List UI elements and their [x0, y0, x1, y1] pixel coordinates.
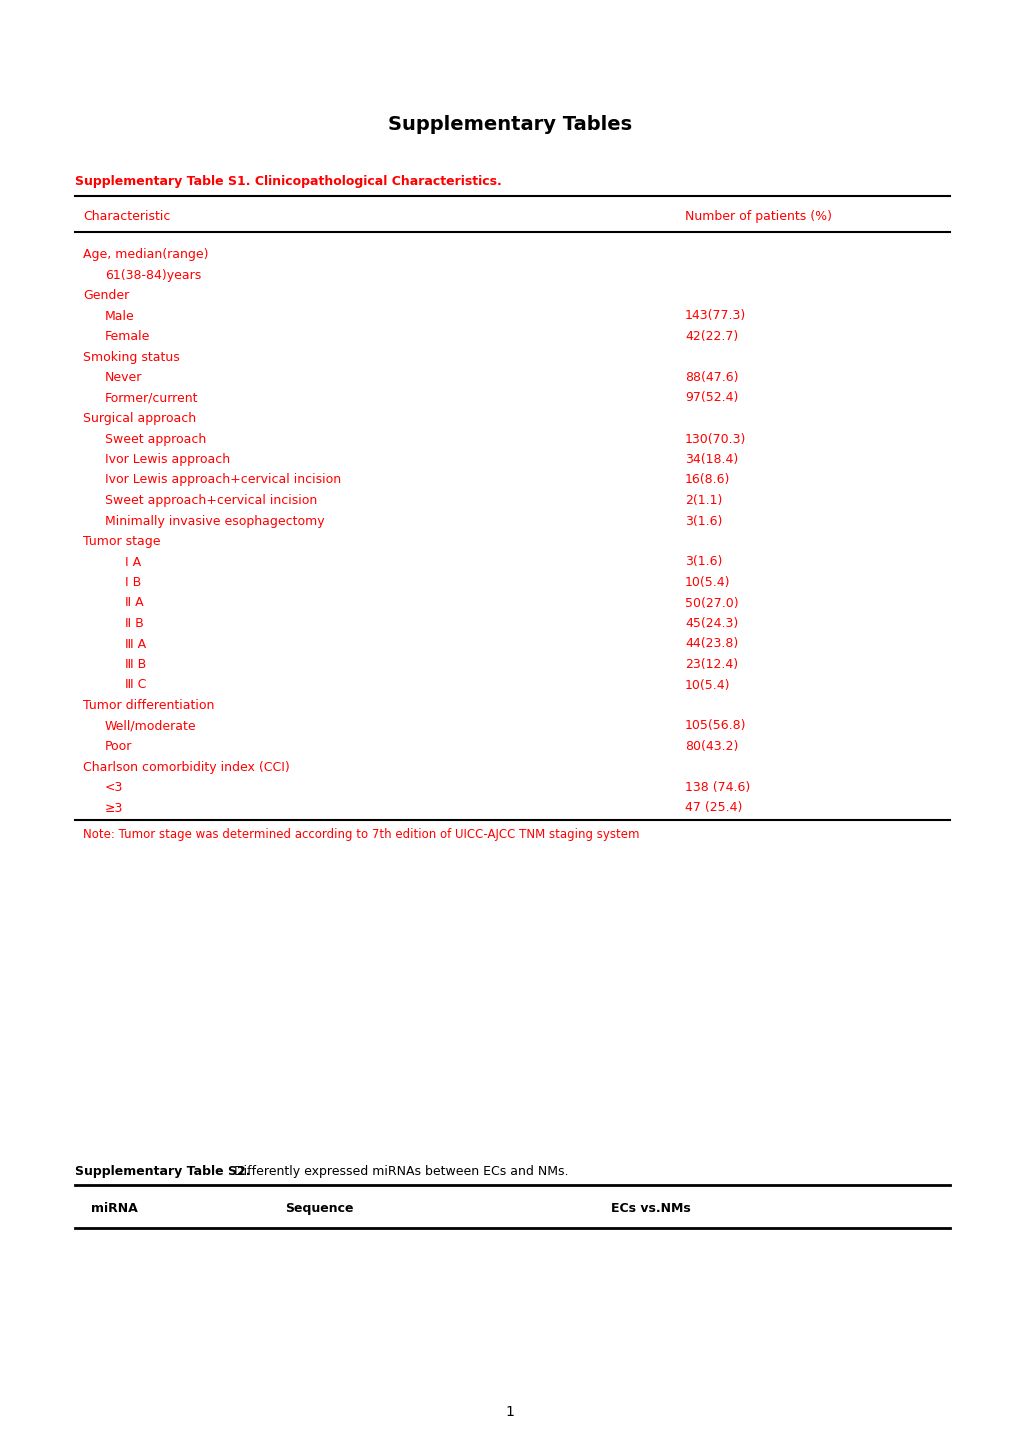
Text: Supplementary Tables: Supplementary Tables	[387, 115, 632, 134]
Text: Ⅰ A: Ⅰ A	[125, 556, 141, 569]
Text: 97(52.4): 97(52.4)	[685, 391, 738, 404]
Text: Ivor Lewis approach: Ivor Lewis approach	[105, 453, 230, 466]
Text: Characteristic: Characteristic	[83, 211, 170, 224]
Text: 50(27.0): 50(27.0)	[685, 596, 738, 609]
Text: 88(47.6): 88(47.6)	[685, 371, 738, 384]
Text: Sweet approach+cervical incision: Sweet approach+cervical incision	[105, 494, 317, 506]
Text: 45(24.3): 45(24.3)	[685, 618, 738, 631]
Text: 143(77.3): 143(77.3)	[685, 309, 746, 322]
Text: 47 (25.4): 47 (25.4)	[685, 801, 742, 814]
Text: 16(8.6): 16(8.6)	[685, 473, 730, 486]
Text: Gender: Gender	[83, 289, 129, 302]
Text: Differently expressed miRNAs between ECs and NMs.: Differently expressed miRNAs between ECs…	[229, 1165, 568, 1177]
Text: Sweet approach: Sweet approach	[105, 433, 206, 446]
Text: ≥3: ≥3	[105, 801, 123, 814]
Text: Charlson comorbidity index (CCI): Charlson comorbidity index (CCI)	[83, 760, 289, 773]
Text: Ⅲ C: Ⅲ C	[125, 678, 147, 691]
Text: Ⅲ B: Ⅲ B	[125, 658, 146, 671]
Text: Ⅱ A: Ⅱ A	[125, 596, 144, 609]
Text: 3(1.6): 3(1.6)	[685, 556, 721, 569]
Text: Age, median(range): Age, median(range)	[83, 248, 208, 261]
Text: Tumor differentiation: Tumor differentiation	[83, 698, 214, 711]
Text: Surgical approach: Surgical approach	[83, 413, 196, 426]
Text: ECs vs.NMs: ECs vs.NMs	[610, 1202, 690, 1215]
Text: 80(43.2): 80(43.2)	[685, 740, 738, 753]
Text: Female: Female	[105, 330, 150, 343]
Text: Ⅱ B: Ⅱ B	[125, 618, 144, 631]
Text: Well/moderate: Well/moderate	[105, 720, 197, 733]
Text: 10(5.4): 10(5.4)	[685, 576, 730, 589]
Text: 42(22.7): 42(22.7)	[685, 330, 738, 343]
Text: <3: <3	[105, 781, 123, 794]
Text: 1: 1	[505, 1405, 514, 1418]
Text: Poor: Poor	[105, 740, 132, 753]
Text: Minimally invasive esophagectomy: Minimally invasive esophagectomy	[105, 515, 324, 528]
Text: 2(1.1): 2(1.1)	[685, 494, 721, 506]
Text: Ⅰ B: Ⅰ B	[125, 576, 141, 589]
Text: 23(12.4): 23(12.4)	[685, 658, 738, 671]
Text: Sequence: Sequence	[284, 1202, 354, 1215]
Text: Ivor Lewis approach+cervical incision: Ivor Lewis approach+cervical incision	[105, 473, 340, 486]
Text: 10(5.4): 10(5.4)	[685, 678, 730, 691]
Text: Note: Tumor stage was determined according to 7th edition of UICC-AJCC TNM stagi: Note: Tumor stage was determined accordi…	[83, 828, 639, 841]
Text: 138 (74.6): 138 (74.6)	[685, 781, 750, 794]
Text: Ⅲ A: Ⅲ A	[125, 638, 146, 651]
Text: 105(56.8): 105(56.8)	[685, 720, 746, 733]
Text: Male: Male	[105, 309, 135, 322]
Text: 44(23.8): 44(23.8)	[685, 638, 738, 651]
Text: 34(18.4): 34(18.4)	[685, 453, 738, 466]
Text: Supplementary Table S2.: Supplementary Table S2.	[75, 1165, 251, 1177]
Text: 61(38-84)years: 61(38-84)years	[105, 268, 201, 281]
Text: Number of patients (%): Number of patients (%)	[685, 211, 832, 224]
Text: 3(1.6): 3(1.6)	[685, 515, 721, 528]
Text: Never: Never	[105, 371, 143, 384]
Text: Tumor stage: Tumor stage	[83, 535, 160, 548]
Text: Supplementary Table S1. Clinicopathological Characteristics.: Supplementary Table S1. Clinicopathologi…	[75, 175, 501, 188]
Text: 130(70.3): 130(70.3)	[685, 433, 746, 446]
Text: Former/current: Former/current	[105, 391, 199, 404]
Text: Smoking status: Smoking status	[83, 351, 179, 364]
Text: miRNA: miRNA	[91, 1202, 138, 1215]
